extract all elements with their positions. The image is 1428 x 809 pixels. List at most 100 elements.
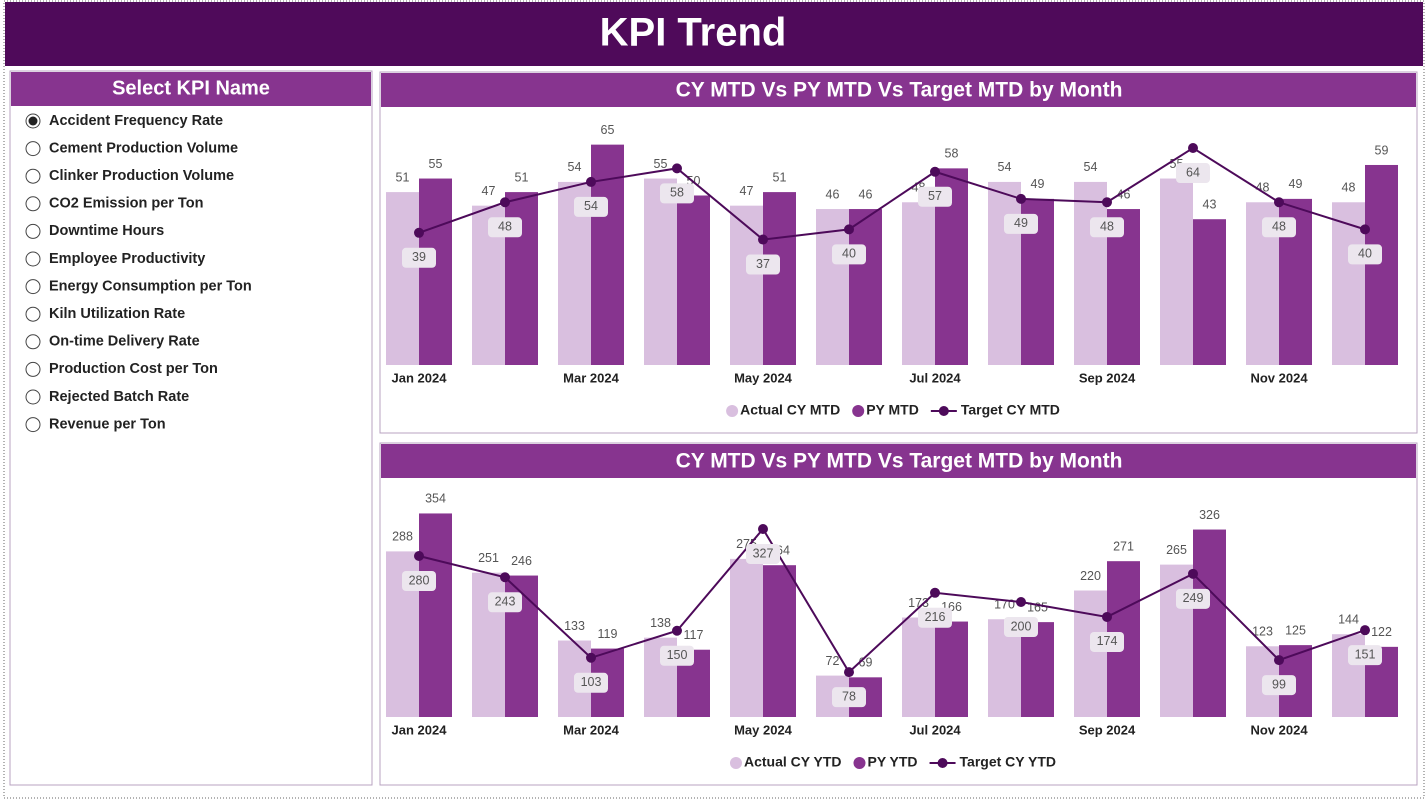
bar <box>935 621 968 717</box>
x-tick-label: Jan 2024 <box>392 370 448 385</box>
line-point <box>1360 224 1370 235</box>
slicer-item[interactable]: Cement Production Volume <box>49 140 238 156</box>
data-label: 43 <box>1203 198 1217 212</box>
data-label: 54 <box>1084 160 1098 174</box>
data-label-box <box>660 645 694 666</box>
line-point <box>1102 611 1112 622</box>
data-label: 59 <box>1375 143 1389 157</box>
legend-label: Actual CY YTD <box>744 754 842 770</box>
radio-button[interactable] <box>25 223 41 239</box>
line-point <box>1188 143 1198 154</box>
data-label: 280 <box>409 573 430 587</box>
data-label: 174 <box>1097 634 1118 648</box>
chart-panel <box>379 442 1418 786</box>
data-label: 288 <box>392 530 413 544</box>
data-label: 40 <box>842 247 856 261</box>
data-label: 150 <box>667 648 688 662</box>
data-label: 51 <box>396 170 410 184</box>
chart-title-bar <box>381 444 1416 478</box>
slicer-item[interactable]: Clinker Production Volume <box>49 168 234 184</box>
data-label: 78 <box>842 689 856 703</box>
data-label: 151 <box>1355 647 1376 661</box>
data-label: 246 <box>511 554 532 568</box>
data-label-box <box>402 247 436 268</box>
radio-button[interactable] <box>25 417 41 433</box>
radio-button[interactable] <box>25 334 41 350</box>
data-label: 220 <box>1080 569 1101 583</box>
radio-button[interactable] <box>25 389 41 405</box>
radio-button[interactable] <box>25 196 41 212</box>
slicer-item[interactable]: Rejected Batch Rate <box>49 389 189 405</box>
data-label: 123 <box>1252 625 1273 639</box>
slicer-item[interactable]: Production Cost per Ton <box>49 361 218 377</box>
data-label: 243 <box>495 595 516 609</box>
chart-title-bar <box>381 73 1416 107</box>
x-tick-label: Jul 2024 <box>909 722 961 737</box>
line-point <box>844 224 854 235</box>
data-label-box <box>1176 588 1210 609</box>
legend-label: PY MTD <box>866 402 919 418</box>
data-label: 138 <box>650 616 671 630</box>
data-label: 125 <box>1285 623 1306 637</box>
bar <box>902 617 935 717</box>
data-label-box <box>918 186 952 207</box>
data-label: 47 <box>740 184 754 198</box>
page-title: KPI Trend <box>600 11 787 55</box>
legend-label: Target CY MTD <box>961 402 1060 418</box>
data-label: 251 <box>478 551 499 565</box>
chart-panel <box>379 71 1418 434</box>
data-label-box <box>660 183 694 204</box>
data-label-box <box>1176 163 1210 184</box>
data-label-box <box>1348 244 1382 265</box>
line-point <box>1360 625 1370 636</box>
x-tick-label: Sep 2024 <box>1079 370 1136 385</box>
data-label: 249 <box>1183 591 1204 605</box>
line <box>418 146 1366 241</box>
data-label: 122 <box>1371 625 1392 639</box>
bar <box>677 195 710 365</box>
data-label: 133 <box>564 619 585 633</box>
radio-button[interactable] <box>25 361 41 377</box>
slicer-title: Select KPI Name <box>112 77 270 99</box>
line-point <box>500 197 510 208</box>
slicer-item[interactable]: Downtime Hours <box>49 223 164 239</box>
x-tick-label: Mar 2024 <box>563 722 619 737</box>
slicer-title-bar <box>11 72 371 106</box>
data-label: 64 <box>1186 165 1200 179</box>
data-label: 119 <box>598 627 618 641</box>
data-label: 49 <box>1014 216 1028 230</box>
slicer-item[interactable]: Employee Productivity <box>49 251 205 267</box>
bar <box>386 192 419 365</box>
bar <box>730 205 763 365</box>
data-label-box <box>746 543 780 564</box>
data-label: 46 <box>1117 187 1131 201</box>
slicer-item[interactable]: Accident Frequency Rate <box>49 113 223 129</box>
data-label-box <box>1262 675 1296 696</box>
radio-button[interactable] <box>25 251 41 267</box>
legend-marker <box>726 405 739 417</box>
bar <box>1193 529 1226 717</box>
slicer-item[interactable]: Kiln Utilization Rate <box>49 306 185 322</box>
radio-button[interactable] <box>25 168 41 184</box>
data-label: 354 <box>425 492 446 506</box>
data-label-box <box>1004 617 1038 637</box>
bar <box>988 181 1021 365</box>
slicer-item[interactable]: CO2 Emission per Ton <box>49 196 203 212</box>
bar <box>1160 178 1193 365</box>
radio-button[interactable] <box>25 279 41 295</box>
legend-marker <box>937 758 948 768</box>
slicer-item[interactable]: Revenue per Ton <box>49 416 166 432</box>
slicer-item[interactable]: On-time Delivery Rate <box>49 334 200 350</box>
line-point <box>930 587 940 598</box>
line-point <box>414 551 424 561</box>
data-label: 65 <box>601 123 615 137</box>
legend-label: PY YTD <box>867 754 917 770</box>
data-label: 58 <box>670 186 684 200</box>
data-label-box <box>746 254 780 275</box>
data-label: 216 <box>925 610 946 624</box>
bar <box>730 558 763 717</box>
slicer-item[interactable]: Energy Consumption per Ton <box>49 278 252 294</box>
radio-button[interactable] <box>25 306 41 322</box>
radio-button[interactable] <box>25 141 41 157</box>
